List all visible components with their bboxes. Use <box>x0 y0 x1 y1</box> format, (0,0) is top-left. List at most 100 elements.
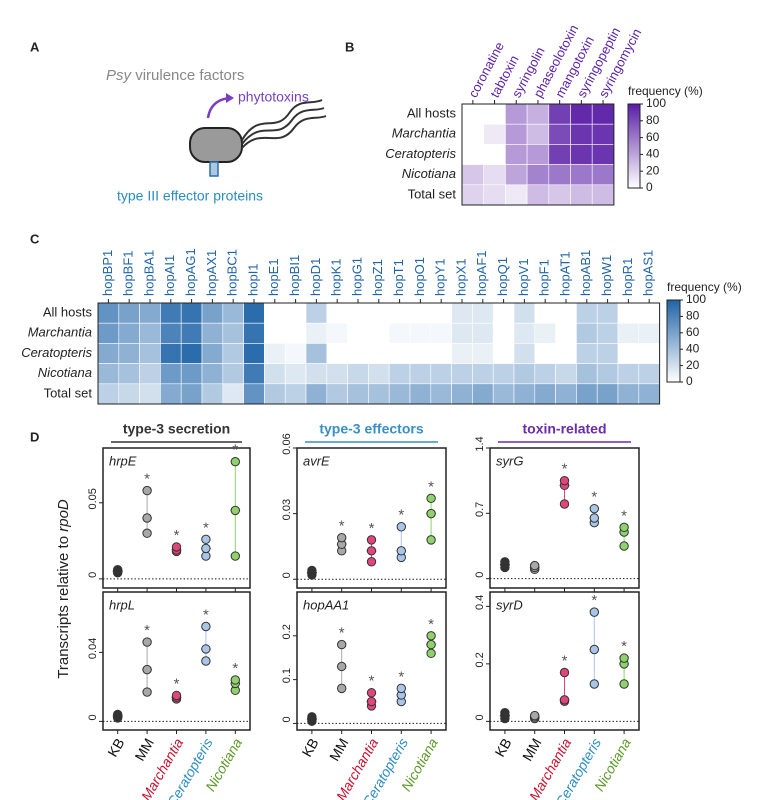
significance-star: * <box>339 625 345 642</box>
heat-cell <box>576 363 598 385</box>
data-point <box>500 557 510 567</box>
row-label: Marchantia <box>392 126 456 141</box>
row-label: Ceratopteris <box>385 146 456 161</box>
heat-cell <box>617 363 640 385</box>
column-label: hopBC1 <box>225 249 240 296</box>
heat-cell <box>526 103 550 125</box>
data-point <box>426 631 436 641</box>
y-tick-label: 0 <box>474 572 486 578</box>
x-tick-label: MM <box>131 735 157 763</box>
heat-cell <box>638 383 660 405</box>
heat-cell <box>483 123 506 145</box>
heat-cell <box>534 343 556 364</box>
heat-cell <box>638 363 660 385</box>
y-tick-label: 0.1 <box>281 668 293 683</box>
heat-cell <box>492 383 515 405</box>
group-label: type-3 secretion <box>123 421 230 437</box>
heat-cell <box>505 123 528 145</box>
heat-cell <box>347 302 369 324</box>
row-label: All hosts <box>407 106 457 121</box>
column-label: hopV1 <box>516 258 531 296</box>
heat-cell <box>305 343 328 364</box>
heat-cell <box>326 383 348 405</box>
panel-a-title: Psy virulence factors <box>106 67 244 84</box>
plot-frame <box>102 591 251 731</box>
column-label: hopE1 <box>266 258 281 296</box>
heat-cell <box>451 343 473 364</box>
heat-cell <box>139 322 161 344</box>
heat-cell <box>139 363 161 385</box>
data-point <box>619 679 629 689</box>
significance-star: * <box>144 622 150 639</box>
data-point <box>113 565 123 575</box>
heat-cell <box>430 302 452 324</box>
heat-cell <box>305 363 328 385</box>
heat-cell <box>461 103 485 125</box>
x-tick-label: MM <box>519 735 545 763</box>
heat-cell <box>326 302 348 324</box>
row-label: Total set <box>44 385 93 400</box>
data-point <box>171 542 182 552</box>
heat-cell <box>591 184 615 206</box>
heat-cell <box>505 184 528 206</box>
heat-cell <box>570 144 593 165</box>
heat-cell <box>555 383 577 405</box>
heat-cell <box>409 343 432 364</box>
colorbar-tick-label: 100 <box>646 96 666 110</box>
significance-star: * <box>174 527 180 544</box>
data-point <box>426 493 436 504</box>
title-italic: Psy <box>106 67 133 84</box>
heat-cell <box>118 322 140 344</box>
x-tick-label: MM <box>326 735 352 763</box>
heat-cell <box>305 383 328 405</box>
data-point <box>426 535 436 545</box>
colorbar-tick-label: 0 <box>646 180 653 194</box>
row-label: Ceratopteris <box>21 345 92 360</box>
heat-cell <box>548 144 571 165</box>
y-tick-label: 0.04 <box>87 638 99 659</box>
heat-cell <box>201 343 224 364</box>
heat-cell <box>526 144 550 165</box>
heat-cell <box>526 123 550 145</box>
significance-star: * <box>562 652 568 669</box>
column-label: hopZ1 <box>370 259 385 296</box>
heat-cell <box>368 302 390 324</box>
significance-star: * <box>621 507 627 524</box>
heat-cell <box>388 343 411 364</box>
heat-cell <box>492 343 515 364</box>
heat-cell <box>548 123 571 145</box>
heat-cell <box>596 302 619 324</box>
column-label: hopAB1 <box>578 250 593 296</box>
data-point <box>589 607 599 617</box>
column-label: hopBI1 <box>287 255 302 296</box>
heat-cell <box>513 322 536 344</box>
heat-cell <box>576 322 598 344</box>
heat-cell <box>555 363 577 385</box>
column-label: hopAS1 <box>641 250 656 296</box>
heat-cell <box>534 302 556 324</box>
group-label: toxin-related <box>522 421 606 437</box>
significance-star: * <box>621 638 627 655</box>
data-point <box>589 513 599 523</box>
data-point <box>619 522 629 533</box>
heat-cell <box>570 103 593 125</box>
heat-cell <box>368 322 390 344</box>
heat-cell <box>201 322 224 344</box>
heat-cell <box>264 322 286 344</box>
heat-cell <box>388 363 411 385</box>
heat-cell <box>368 343 390 364</box>
row-label: Total set <box>408 186 457 201</box>
data-point <box>619 653 629 663</box>
data-point <box>530 710 540 721</box>
heat-cell <box>388 302 411 324</box>
gene-label: avrE <box>303 453 330 468</box>
heat-cell <box>326 322 348 344</box>
data-point <box>142 513 152 523</box>
data-point <box>426 648 436 659</box>
data-point <box>230 505 241 516</box>
column-label: hopAG1 <box>183 248 198 296</box>
heat-cell <box>451 363 473 385</box>
significance-star: * <box>232 660 238 677</box>
heat-cell <box>526 164 550 186</box>
